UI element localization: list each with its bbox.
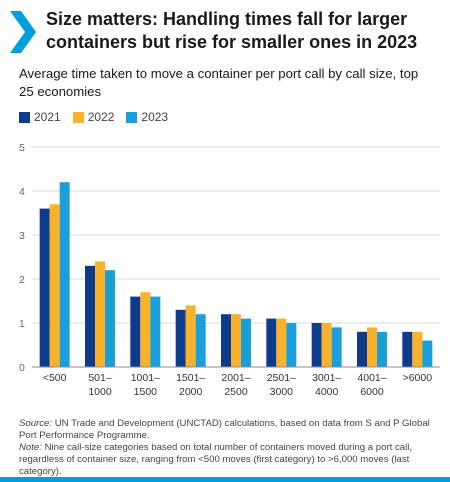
- source-text: UN Trade and Development (UNCTAD) calcul…: [19, 418, 430, 441]
- legend-label-2021: 2021: [34, 110, 61, 124]
- x-tick-label: 3000: [270, 386, 294, 398]
- x-tick-label: 1500: [134, 386, 158, 398]
- chevron-shape: [10, 11, 36, 53]
- bar: [59, 182, 70, 367]
- note-text: Nine call-size categories based on total…: [19, 442, 413, 477]
- x-tick-label: 3001–: [312, 372, 341, 384]
- legend-swatch-2023: [126, 111, 138, 123]
- bar: [286, 323, 297, 367]
- chart-title: Size matters: Handling times fall for la…: [46, 9, 418, 52]
- legend-item-2023: 2023: [126, 110, 168, 124]
- bar: [85, 265, 95, 367]
- bar: [150, 296, 161, 367]
- bottom-accent-bar: [0, 477, 450, 482]
- bar: [422, 340, 433, 367]
- bar: [130, 296, 141, 367]
- source-note: Source: UN Trade and Development (UNCTAD…: [19, 418, 439, 442]
- bar: [49, 204, 60, 367]
- legend-label-2022: 2022: [87, 110, 115, 124]
- y-tick-label: 0: [19, 362, 25, 374]
- y-tick-label: 2: [19, 274, 25, 286]
- x-tick-label: 1001–: [131, 372, 160, 384]
- y-tick-label: 3: [19, 230, 25, 242]
- chart-header: Size matters: Handling times fall for la…: [10, 8, 440, 58]
- bar-chart: 0 1 2 3 4 5 <500 501– 1000 1001– 1500 1501– 2000 2001…: [19, 142, 440, 398]
- bar: [311, 323, 322, 367]
- bar: [221, 314, 231, 367]
- x-tick-label: 2500: [224, 386, 248, 398]
- bar: [402, 331, 413, 367]
- bar: [377, 331, 387, 367]
- x-tick-label: 2001–: [221, 372, 250, 384]
- x-tick-label: 4000: [315, 386, 339, 398]
- legend: 2021 2022 2023: [19, 109, 180, 125]
- bar: [231, 314, 241, 367]
- bar: [185, 305, 196, 367]
- bar: [276, 318, 287, 367]
- bar: [39, 208, 50, 367]
- x-tick-label: 4001–: [357, 372, 386, 384]
- bar: [140, 292, 151, 367]
- bar: [241, 318, 251, 367]
- y-tick-label: 1: [19, 318, 25, 330]
- chevron-icon: [10, 11, 36, 53]
- chart-subtitle: Average time taken to move a container p…: [19, 66, 419, 99]
- x-tick-label: 2000: [179, 386, 203, 398]
- legend-item-2022: 2022: [72, 110, 115, 124]
- x-tick-label: >6000: [403, 372, 433, 384]
- bar: [321, 323, 332, 367]
- y-tick-label: 5: [19, 142, 25, 154]
- bar: [357, 331, 367, 367]
- bar: [331, 327, 342, 367]
- bar: [105, 270, 115, 367]
- footnotes: Source: UN Trade and Development (UNCTAD…: [19, 418, 439, 478]
- legend-label-2023: 2023: [141, 110, 169, 124]
- x-tick-label: <500: [43, 372, 67, 384]
- x-tick-label: 1000: [88, 386, 112, 398]
- note: Note: Nine call-size categories based on…: [19, 442, 439, 478]
- note-label: Note:: [19, 442, 42, 453]
- x-tick-label: 1501–: [176, 372, 205, 384]
- source-label: Source:: [19, 418, 53, 429]
- bar: [95, 261, 105, 367]
- bar: [195, 314, 206, 367]
- bar: [175, 309, 186, 367]
- y-tick-label: 4: [19, 186, 25, 198]
- bar: [412, 331, 423, 367]
- bar: [266, 318, 277, 367]
- legend-item-2021: 2021: [19, 110, 61, 124]
- x-tick-label: 6000: [360, 386, 384, 398]
- legend-swatch-2021: [19, 111, 30, 123]
- bar: [367, 327, 377, 367]
- legend-swatch-2022: [72, 111, 84, 123]
- x-tick-label: 501–: [88, 372, 112, 384]
- x-tick-label: 2501–: [267, 372, 296, 384]
